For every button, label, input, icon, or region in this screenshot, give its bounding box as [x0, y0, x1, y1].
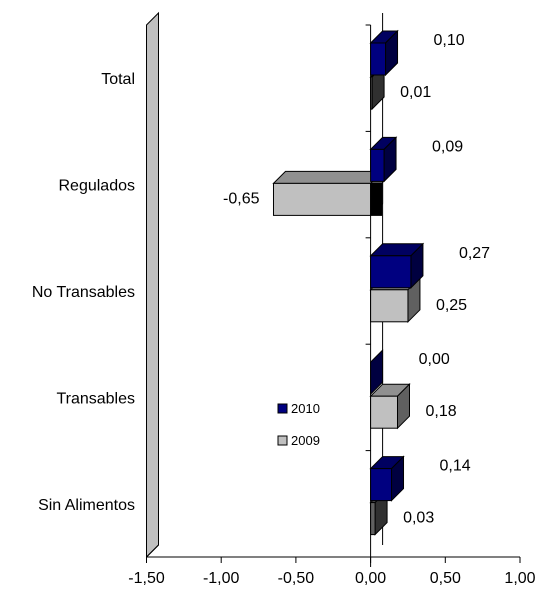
x-tick-label: 0,00 [355, 570, 386, 587]
value-label-2010: 0,10 [434, 32, 465, 49]
left-wall [146, 11, 159, 559]
value-label-2009: 0,03 [403, 510, 434, 527]
bar-2010 [370, 348, 384, 396]
value-label-2010: 0,14 [440, 458, 471, 475]
x-tick-label: -0,50 [278, 570, 315, 587]
chart-legend: 2010 2009 [277, 401, 320, 448]
value-label-2010: 0,00 [419, 351, 450, 368]
bar-2010-front [370, 148, 385, 182]
category-label: Total [101, 71, 135, 88]
x-tick-label: -1,00 [203, 570, 240, 587]
category-label: No Transables [32, 284, 135, 301]
bar-2009-top [272, 170, 384, 184]
value-label-2010: 0,27 [459, 245, 490, 262]
chart-back-wall [146, 11, 159, 559]
bar-2010-front [370, 255, 412, 289]
chart-bars [272, 29, 425, 536]
bar-2010-front [370, 42, 387, 76]
bar-2009-regulados-edge [370, 182, 383, 216]
x-tick-label: -1,50 [128, 570, 165, 587]
bar-2010 [369, 455, 405, 502]
bar-2010-front [370, 468, 393, 502]
category-label: Sin Alimentos [38, 497, 135, 514]
chart-labels: Total Regulados No Transables Transables Sin… [32, 32, 490, 527]
bar-2010 [369, 136, 398, 183]
legend-label-2010: 2010 [291, 401, 320, 416]
bar-2009-front [370, 395, 398, 429]
category-label: Transables [56, 390, 135, 407]
value-label-2009: 0,01 [400, 84, 431, 101]
value-label-2010: 0,09 [432, 138, 463, 155]
bar-2009-front [370, 502, 376, 536]
bar-2010-side [370, 348, 384, 396]
value-label-2009: 0,18 [425, 403, 456, 420]
legend-swatch-2010 [277, 403, 288, 414]
bar-2009 [369, 382, 411, 430]
x-tick-label: 1,00 [504, 570, 535, 587]
bar-2009-front [370, 76, 373, 110]
value-label-2009: -0,65 [223, 190, 260, 207]
legend-label-2009: 2009 [291, 433, 320, 448]
value-label-2009: 0,25 [436, 297, 467, 314]
chart-axes: -1,50 -1,00 -0,50 0,00 0,50 1,00 [128, 13, 536, 587]
category-label: Regulados [59, 178, 136, 195]
bar-2010 [369, 29, 399, 77]
legend-swatch-2009 [277, 435, 288, 446]
bar-2009-front [370, 289, 409, 323]
x-axis-depth [146, 544, 159, 558]
bar-2009 [272, 170, 384, 217]
x-tick-label: 0,50 [430, 570, 461, 587]
bar-2010 [369, 242, 425, 290]
bar-2009-front [272, 182, 372, 216]
